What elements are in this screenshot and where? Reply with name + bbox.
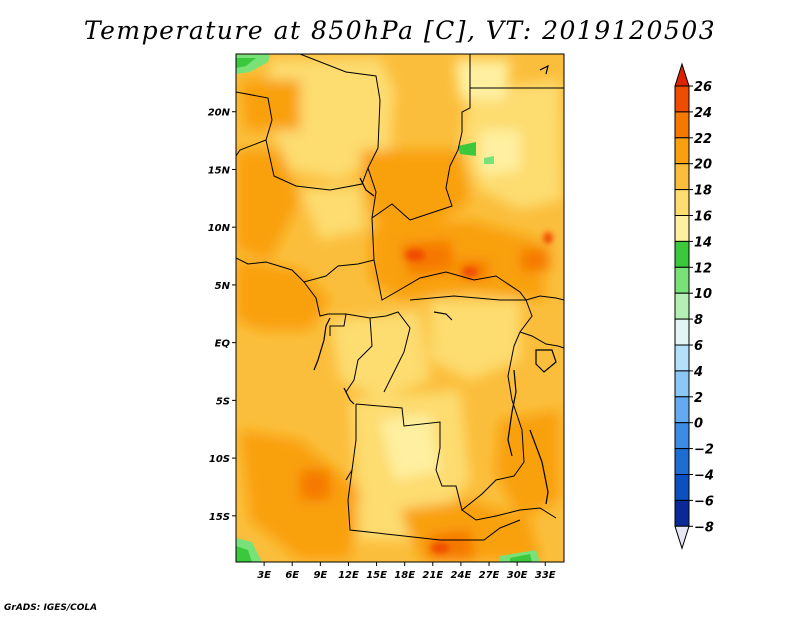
cool-patch [510,554,532,562]
lat-tick-label: 10N [208,223,231,234]
lat-tick-label: 15S [209,512,230,523]
cool-patch [236,58,256,68]
colorbar-level-label: 12 [694,261,712,276]
colorbar-level-label: 8 [694,313,703,328]
cool-patch [484,156,494,164]
colorbar-bin [674,240,690,268]
lat-tick-label: 5N [215,281,231,292]
colorbar-level-label: −6 [694,494,714,509]
cool-patch [458,142,476,156]
colorbar-bin [674,499,690,527]
colorbar-bin [674,137,690,165]
lat-tick-label: 5S [216,396,230,407]
colorbar-bin [674,215,690,242]
lon-tick-label: 9E [313,570,327,581]
lon-tick-label: 15E [366,570,387,581]
colorbar-top-arrow [674,62,690,87]
lat-tick-label: 15N [208,165,231,176]
colorbar-bottom-arrow [674,525,690,550]
colorbar-level-label: 10 [694,287,712,302]
colorbar-level-label: 26 [694,80,712,95]
map-frame [235,53,565,563]
colorbar-level-label: 2 [694,391,703,406]
lon-tick-label: 18E [394,570,415,581]
temperature-field [236,54,564,562]
colorbar-level-label: 4 [693,365,703,380]
colorbar-bin [674,85,690,113]
colorbar-bin [674,189,690,217]
colorbar-level-label: −4 [694,469,714,484]
colorbar-bin [674,111,690,139]
country-borders [236,54,564,541]
colorbar-bin [674,448,690,476]
lon-tick-label: 30E [507,570,528,581]
chart-title: Temperature at 850hPa [C], VT: 201912050… [83,16,717,45]
colorbar-bin [674,292,690,320]
colorbar-level-label: −2 [694,443,714,458]
axis-ticks [232,111,546,566]
field-hotspots [405,232,553,553]
lon-tick-label: 12E [338,570,359,581]
colorbar-bin [674,163,690,191]
lon-tick-label: 21E [422,570,443,581]
colorbar-level-label: 20 [694,158,712,173]
lon-tick-label: 33E [535,570,556,581]
coastlines [313,64,557,505]
lat-tick-label: 10S [209,454,230,465]
colorbar-level-label: 24 [694,106,712,121]
colorbar-bin [674,318,690,346]
colorbar-level-label: 22 [694,132,712,147]
axis-labels: 20N 15N 10N 5N EQ 5S 10S 15S 3E 6E 9E 12E 15E 18E 21E 2… [208,108,556,581]
lat-tick-label: EQ [215,339,231,350]
colorbar-level-label: 6 [694,339,703,354]
colorbar-level-label: 16 [694,210,712,225]
colorbar-bin [674,422,690,450]
lat-tick-label: 20N [208,108,231,119]
colorbar-level-label: 14 [694,235,712,250]
colorbar-bin [674,474,690,501]
grads-credit: GrADS: IGES/COLA [4,603,98,613]
colorbar-level-label: 0 [694,417,703,432]
colorbar-bin [674,370,690,398]
lon-tick-label: 6E [285,570,299,581]
colorbar-bin [674,396,690,424]
lon-tick-label: 27E [479,570,500,581]
cool-patch [236,546,252,562]
colorbar-level-label: 18 [694,184,712,199]
lon-tick-label: 24E [451,570,472,581]
colorbar-level-label: −8 [694,520,714,535]
lon-tick-label: 3E [257,570,271,581]
colorbar-bin [674,266,690,294]
colorbar-bin [674,344,690,372]
